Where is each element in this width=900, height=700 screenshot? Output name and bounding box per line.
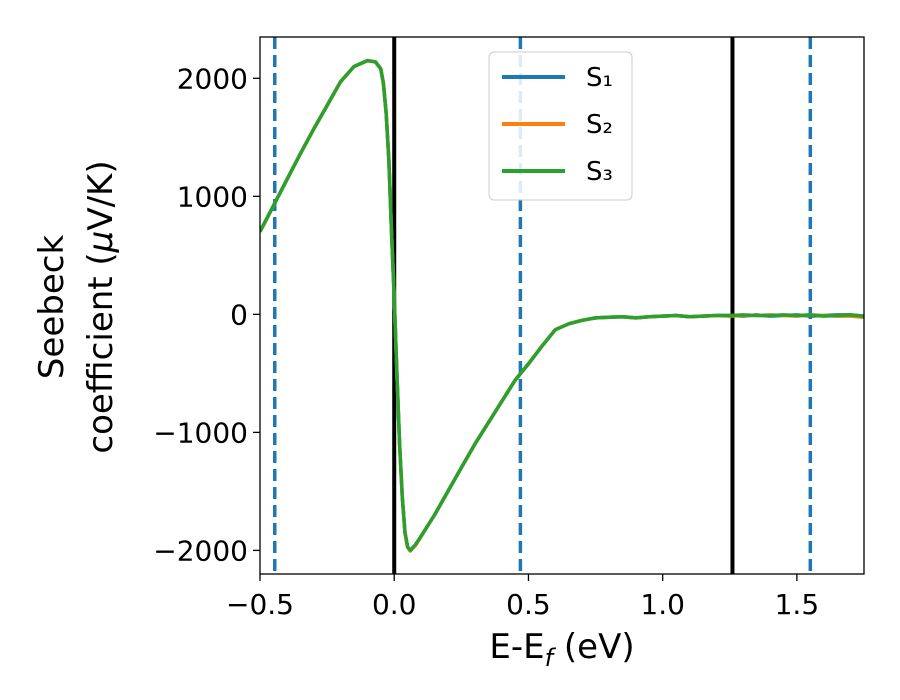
x-tick-label: 0.5: [506, 588, 551, 621]
legend-label-s2: S₂: [586, 110, 613, 140]
series-lines: [260, 58, 864, 553]
x-tick-label: 1.0: [640, 588, 685, 621]
y-axis-label-line1-rot: Seebeck: [32, 235, 72, 380]
plot-frame: [259, 36, 865, 575]
legend: S₁ S₂ S₃: [488, 51, 633, 201]
y-tick-label: −2000: [153, 534, 248, 567]
legend-label-s3: S₃: [586, 157, 613, 187]
x-tick-label: −0.5: [226, 588, 294, 621]
y-tick-label: −1000: [153, 416, 248, 449]
y-tick-label: 1000: [177, 180, 248, 213]
y-tick-label: 2000: [177, 62, 248, 95]
y-tick-label: 0: [230, 298, 248, 331]
series-line-s3: [260, 58, 864, 553]
x-tick-label: 0.0: [372, 588, 417, 621]
legend-label-s1: S₁: [586, 63, 613, 93]
x-axis-label: E-Ef (eV): [489, 627, 634, 672]
x-axis: −0.5 0.0 0.5 1.0 1.5: [226, 574, 819, 621]
y-axis: −2000 −1000 0 1000 2000: [153, 62, 260, 567]
x-tick-label: 1.5: [775, 588, 820, 621]
y-axis-label-line2-rot: coefficient (μV/K): [81, 160, 121, 453]
